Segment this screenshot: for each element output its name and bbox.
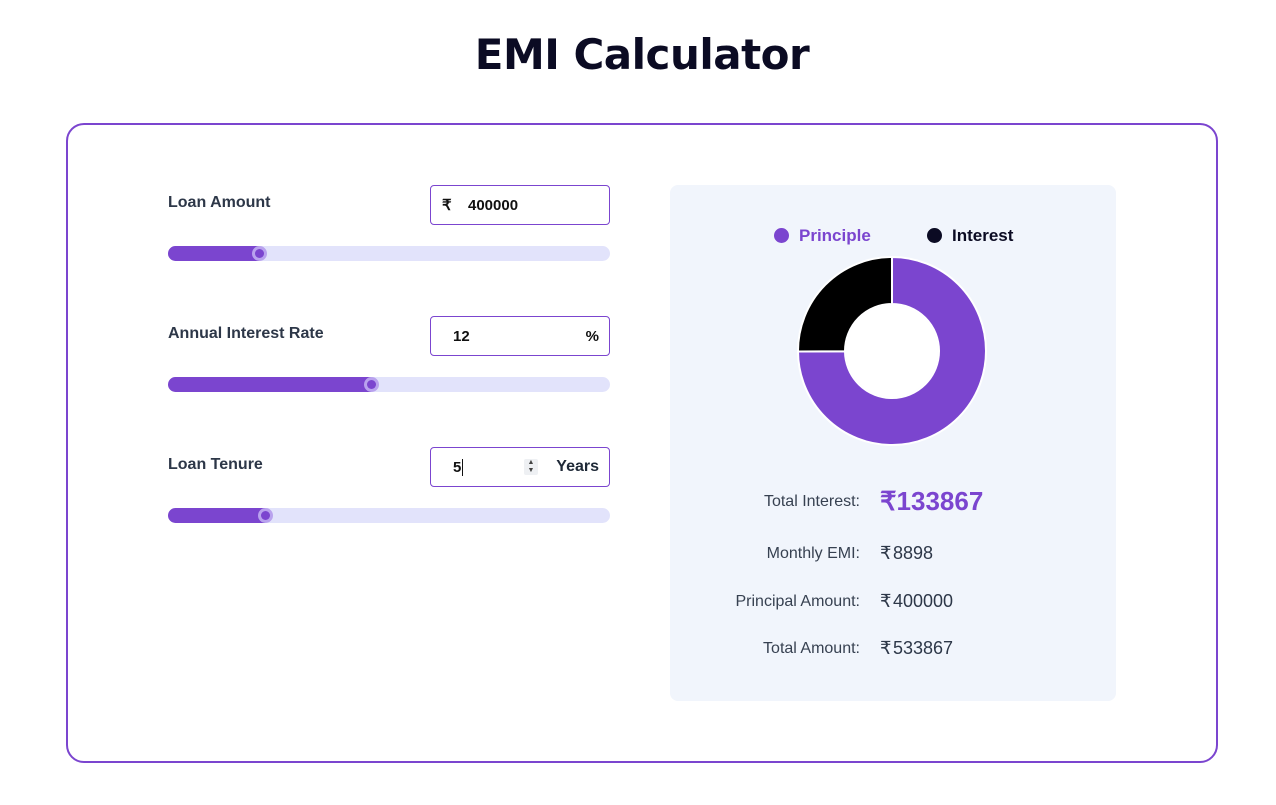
- rupee-icon: ₹: [442, 197, 452, 214]
- principal-amount-value: ₹ 400000: [880, 591, 953, 612]
- total-interest-amount: 133867: [896, 486, 984, 516]
- emi-donut-chart: [796, 255, 987, 446]
- years-unit: Years: [556, 458, 599, 475]
- total-interest-label: Total Interest:: [763, 493, 860, 510]
- interest-dot-icon: [927, 228, 942, 243]
- total-amount-label: Total Amount:: [763, 640, 860, 657]
- loan-amount-slider-thumb[interactable]: [252, 246, 267, 261]
- total-interest-value: ₹133867: [880, 486, 983, 517]
- interest-rate-slider-thumb[interactable]: [364, 377, 379, 392]
- legend-interest-label: Interest: [952, 226, 1014, 245]
- spinner-icon[interactable]: ▲ ▼: [524, 459, 538, 475]
- calculator-card: [66, 123, 1218, 763]
- interest-rate-slider[interactable]: [168, 377, 610, 392]
- principal-amount-amount: 400000: [892, 591, 954, 611]
- loan-tenure-slider-fill: [168, 508, 265, 523]
- interest-rate-slider-fill: [168, 377, 371, 392]
- monthly-emi-label: Monthly EMI:: [766, 545, 860, 562]
- total-amount-value: ₹ 533867: [880, 638, 953, 659]
- interest-rate-input[interactable]: 12 %: [430, 316, 610, 356]
- donut-slice-interest: [797, 255, 893, 353]
- donut-slice-principle: [796, 255, 987, 446]
- rupee-icon: ₹: [880, 486, 897, 516]
- monthly-emi-amount: 8898: [892, 543, 934, 563]
- rupee-icon: ₹: [880, 543, 892, 563]
- total-amount-amount: 533867: [892, 638, 954, 658]
- percent-icon: %: [585, 328, 599, 345]
- donut-hole: [846, 305, 938, 397]
- interest-rate-label: Annual Interest Rate: [168, 325, 324, 342]
- loan-amount-value: 400000: [468, 197, 519, 214]
- loan-tenure-slider[interactable]: [168, 508, 610, 523]
- monthly-emi-value: ₹ 8898: [880, 543, 933, 564]
- page-title: EMI Calculator: [474, 30, 810, 79]
- loan-tenure-slider-thumb[interactable]: [258, 508, 273, 523]
- interest-rate-value: 12: [453, 328, 470, 345]
- loan-tenure-value: 5: [453, 459, 462, 476]
- text-cursor: [462, 459, 463, 476]
- loan-tenure-label: Loan Tenure: [168, 456, 263, 473]
- principal-amount-label: Principal Amount:: [735, 593, 860, 610]
- loan-amount-input[interactable]: ₹ 400000: [430, 185, 610, 225]
- rupee-icon: ₹: [880, 638, 892, 658]
- rupee-icon: ₹: [880, 591, 892, 611]
- loan-tenure-input[interactable]: 5 ▲ ▼ Years: [430, 447, 610, 487]
- loan-amount-label: Loan Amount: [168, 194, 271, 211]
- loan-amount-slider[interactable]: [168, 246, 610, 261]
- loan-amount-slider-fill: [168, 246, 259, 261]
- principle-dot-icon: [774, 228, 789, 243]
- legend-principle-label: Principle: [799, 226, 871, 245]
